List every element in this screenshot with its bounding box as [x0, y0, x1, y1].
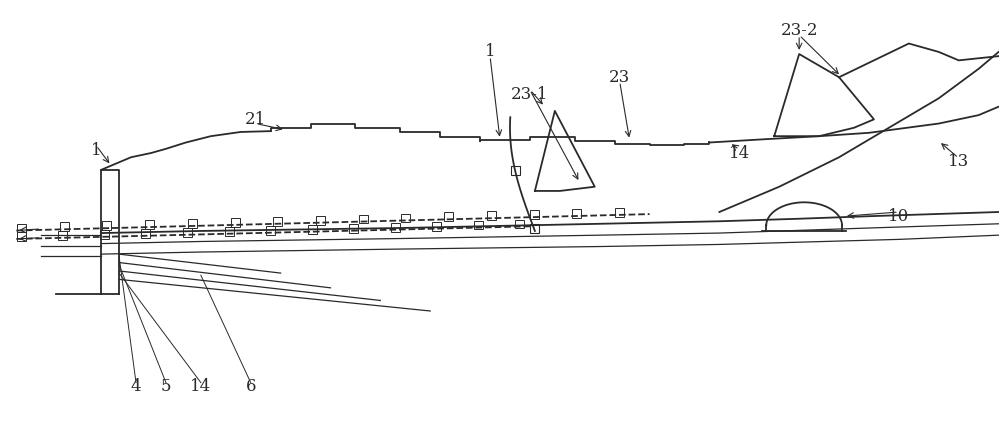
Bar — [487, 212, 496, 220]
Bar — [141, 229, 150, 238]
Bar — [515, 220, 524, 229]
Bar — [444, 212, 453, 221]
Bar — [58, 231, 67, 240]
Bar — [225, 227, 234, 236]
Bar — [572, 209, 581, 218]
Bar — [530, 210, 539, 219]
Bar — [60, 223, 69, 231]
Bar — [511, 166, 520, 175]
Bar — [308, 225, 317, 234]
Bar — [316, 216, 325, 225]
Bar — [100, 230, 109, 239]
Text: 23-1: 23-1 — [511, 86, 549, 103]
Bar — [349, 224, 358, 232]
Bar — [102, 221, 111, 230]
Text: 10: 10 — [888, 208, 910, 225]
Bar — [432, 222, 441, 231]
Bar — [17, 223, 26, 232]
Text: 1: 1 — [91, 142, 101, 159]
Bar — [266, 226, 275, 234]
Text: 5: 5 — [161, 378, 171, 395]
Bar — [17, 232, 26, 241]
Text: 21: 21 — [245, 111, 266, 128]
Text: 14: 14 — [729, 145, 750, 162]
Bar — [474, 221, 483, 229]
Text: 13: 13 — [948, 153, 969, 170]
Bar — [391, 223, 400, 232]
Text: 1: 1 — [485, 43, 495, 61]
Text: 14: 14 — [190, 378, 211, 395]
Bar — [359, 215, 368, 223]
Bar — [273, 217, 282, 226]
Text: 6: 6 — [245, 378, 256, 395]
Text: 4: 4 — [131, 378, 141, 395]
Bar — [231, 218, 240, 227]
Text: 23: 23 — [609, 69, 630, 86]
Bar — [530, 224, 539, 233]
Bar — [188, 219, 197, 228]
Bar — [145, 220, 154, 229]
Bar — [183, 228, 192, 237]
Bar — [615, 208, 624, 217]
Bar — [401, 214, 410, 222]
Text: 23-2: 23-2 — [780, 22, 818, 39]
